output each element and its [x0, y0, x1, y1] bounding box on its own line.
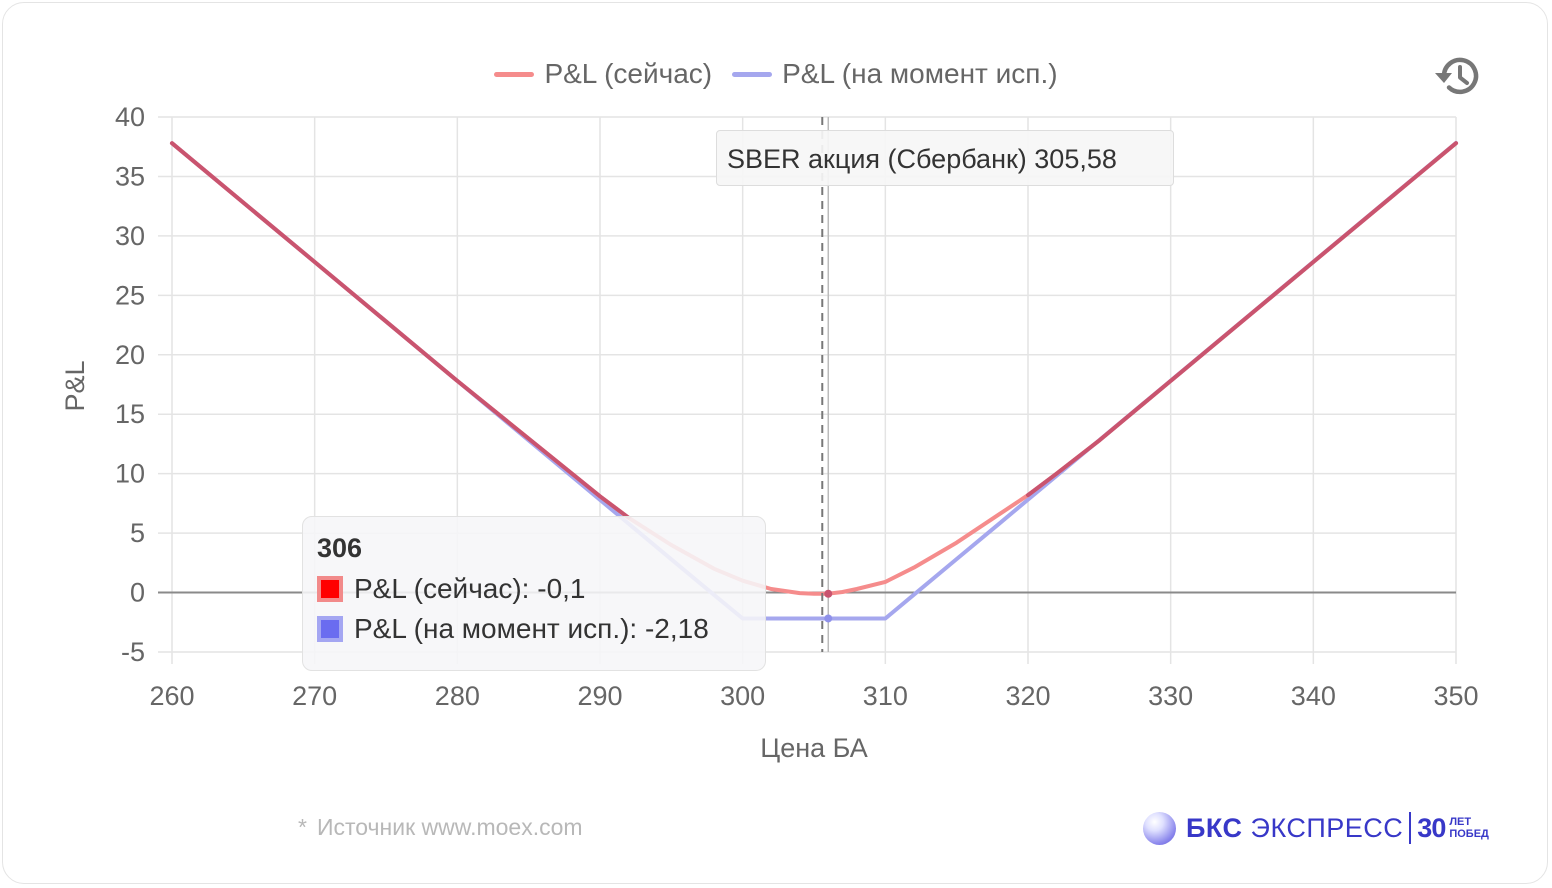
y-tick-label: 0 — [130, 578, 145, 608]
y-tick-label: 35 — [115, 161, 145, 191]
x-tick-label: 290 — [577, 681, 622, 711]
brand-sphere-icon — [1143, 811, 1176, 845]
y-tick-label: 30 — [115, 221, 145, 251]
brand-logo: БКС ЭКСПРЕСС 30 ЛЕТ ПОБЕД — [1143, 810, 1489, 846]
legend-swatch-expiry — [732, 71, 773, 77]
x-tick-label: 320 — [1005, 681, 1050, 711]
y-tick-label: 5 — [130, 518, 145, 548]
hover-point-expiry — [824, 614, 833, 623]
y-tick-label: 15 — [115, 399, 145, 429]
hover-point-now — [824, 589, 833, 598]
brand-divider — [1409, 812, 1412, 844]
current-price-marker — [821, 117, 833, 652]
brand-pobed: ПОБЕД — [1449, 828, 1489, 840]
brand-30: 30 — [1417, 812, 1446, 843]
brand-bks: БКС — [1186, 812, 1243, 843]
x-tick-label: 350 — [1433, 681, 1478, 711]
tooltip-title: 306 — [317, 533, 363, 563]
legend-item-now[interactable]: P&L (сейчас) — [494, 58, 712, 90]
y-tick-label: 40 — [115, 102, 145, 132]
source-asterisk: * — [298, 814, 307, 840]
legend-swatch-now — [494, 71, 535, 77]
chart-tooltip: 306 P&L (сейчас): -0,1 P&L (на момент ис… — [302, 516, 766, 671]
chart-legend: P&L (сейчас) P&L (на момент исп.) — [0, 58, 1552, 90]
tooltip-row-expiry: P&L (на момент исп.): -2,18 — [317, 609, 765, 649]
x-tick-label: 280 — [435, 681, 480, 711]
history-button[interactable] — [1432, 52, 1484, 100]
y-tick-label: -5 — [121, 637, 145, 667]
history-icon — [1435, 57, 1479, 95]
legend-label-expiry: P&L (на момент исп.) — [782, 58, 1058, 89]
x-tick-label: 340 — [1291, 681, 1336, 711]
tooltip-row-now: P&L (сейчас): -0,1 — [317, 569, 765, 609]
tooltip-value-expiry: P&L (на момент исп.): -2,18 — [354, 613, 709, 644]
legend-item-expiry[interactable]: P&L (на момент исп.) — [732, 58, 1058, 90]
source-note: * Источник www.moex.com — [298, 814, 583, 841]
axes: 260 270 280 290 300 310 320 330 340 350 40 35 30 25 20… — [115, 102, 1479, 711]
brand-years: ЛЕТ ПОБЕД — [1449, 816, 1489, 840]
x-tick-label: 330 — [1148, 681, 1193, 711]
source-text: Источник www.moex.com — [316, 814, 583, 840]
current-price-annotation: SBER акция (Сбербанк) 305,58 — [716, 130, 1174, 186]
x-tick-label: 300 — [720, 681, 765, 711]
x-tick-label: 310 — [863, 681, 908, 711]
series-overlap — [1026, 141, 1458, 498]
brand-let: ЛЕТ — [1449, 816, 1472, 828]
y-axis-label: P&L — [60, 360, 90, 411]
tooltip-value-now: P&L (сейчас): -0,1 — [354, 573, 586, 604]
tooltip-swatch-expiry — [317, 616, 343, 642]
brand-express: ЭКСПРЕСС — [1250, 812, 1404, 843]
x-tick-label: 260 — [149, 681, 194, 711]
x-tick-label: 270 — [292, 681, 337, 711]
tooltip-swatch-now — [317, 576, 343, 602]
y-tick-label: 25 — [115, 280, 145, 310]
x-axis-label: Цена БА — [760, 733, 868, 763]
y-tick-label: 10 — [115, 459, 145, 489]
y-tick-label: 20 — [115, 340, 145, 370]
legend-label-now: P&L (сейчас) — [544, 58, 713, 89]
series-overlap — [170, 141, 631, 520]
